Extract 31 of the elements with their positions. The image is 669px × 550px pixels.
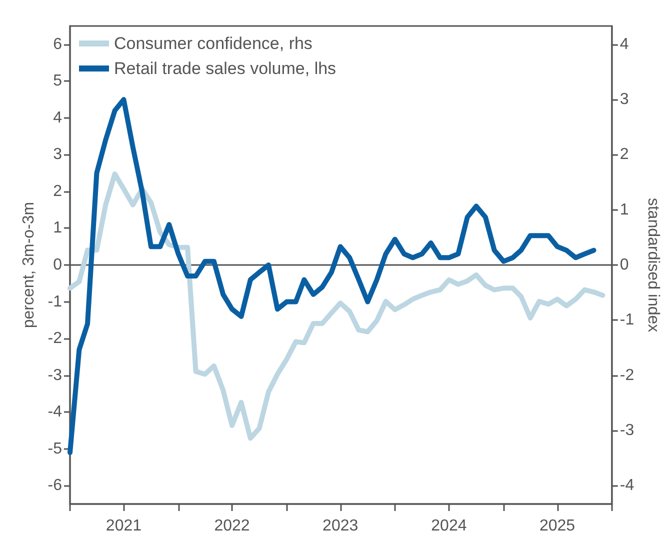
y2-tick-label: -1 xyxy=(620,312,634,329)
y2-tick-label: 2 xyxy=(620,146,629,164)
y-tick-label: -4 xyxy=(48,404,62,421)
y2-tick-label: 4 xyxy=(620,36,629,53)
y-tick-label: 5 xyxy=(53,72,62,90)
y2-tick-label: -3 xyxy=(620,422,634,439)
y2-tick-label: 1 xyxy=(620,201,629,218)
y-axis-title: percent, 3m-o-3m xyxy=(20,202,38,328)
y2-tick-label: -4 xyxy=(620,477,634,494)
y-tick-label: 0 xyxy=(53,256,62,274)
y-tick-label: -3 xyxy=(48,366,62,384)
x-tick-label: 2023 xyxy=(322,518,358,534)
y-tick-label: 2 xyxy=(53,182,62,200)
legend-label: Consumer confidence, rhs xyxy=(114,34,312,53)
y-tick-label: 3 xyxy=(53,146,62,164)
y-tick-label: -2 xyxy=(48,330,62,348)
y-tick-label: 6 xyxy=(53,36,62,53)
x-tick-label: 2024 xyxy=(431,518,467,534)
legend-label: Retail trade sales volume, lhs xyxy=(114,59,336,78)
x-tick-label: 2022 xyxy=(214,518,250,534)
y-tick-label: -1 xyxy=(48,293,62,310)
x-tick-label: 2021 xyxy=(106,518,142,534)
y2-tick-label: 0 xyxy=(620,256,629,274)
y-tick-label: 4 xyxy=(53,109,62,126)
y-tick-label: -5 xyxy=(48,440,62,458)
y-tick-label: 1 xyxy=(53,220,62,237)
x-tick-label: 2025 xyxy=(539,518,576,534)
y-tick-label: -6 xyxy=(48,477,62,494)
y2-tick-label: 3 xyxy=(620,91,629,108)
y2-tick-label: -2 xyxy=(620,366,634,384)
y2-axis-title: standardised index xyxy=(644,198,662,332)
